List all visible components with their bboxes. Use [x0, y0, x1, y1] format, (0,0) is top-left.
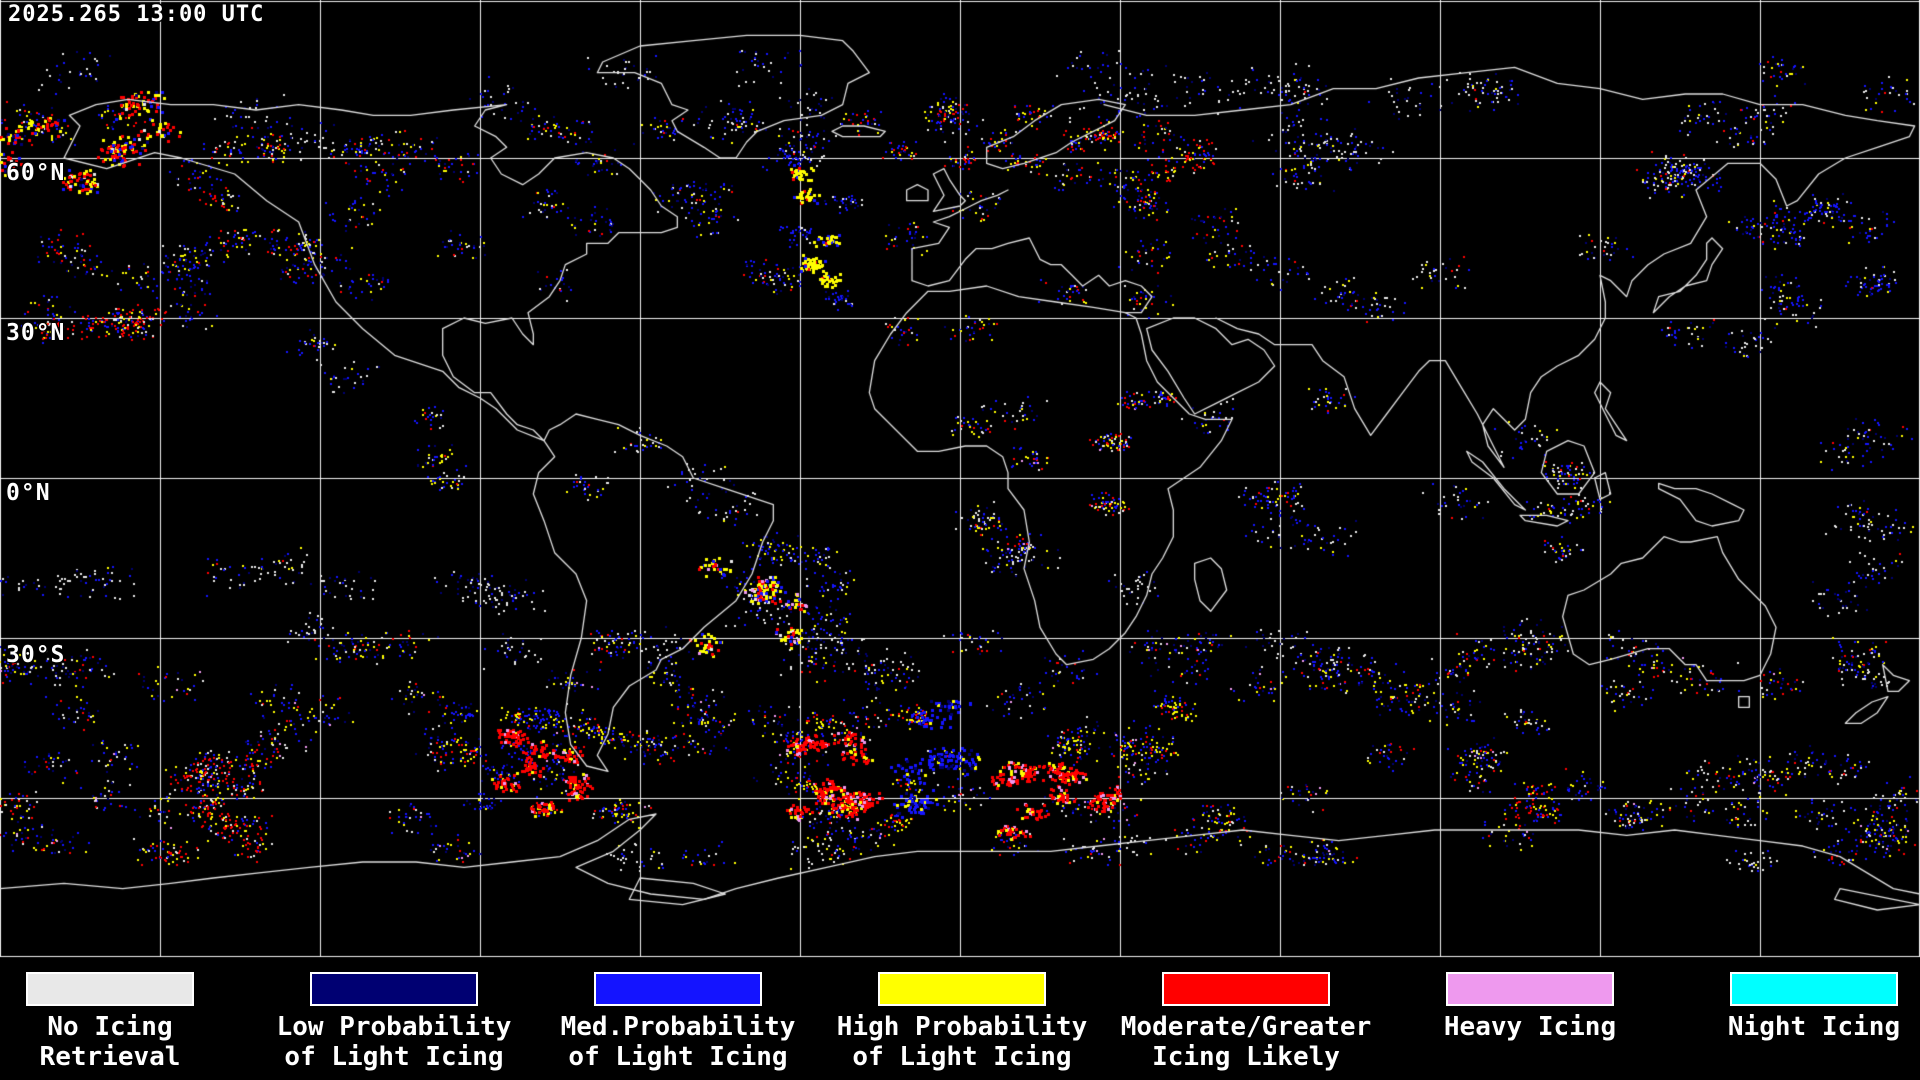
legend-label: Heavy Icing: [1443, 1012, 1617, 1042]
legend-swatch-high-probability: [878, 972, 1046, 1006]
legend-item-no-icing: No Icing Retrieval: [0, 972, 260, 1072]
legend-bar: No Icing Retrieval Low Probability of Li…: [0, 958, 1920, 1080]
legend-item-med-probability: Med.Probability of Light Icing: [528, 972, 828, 1072]
legend-swatch-moderate-greater: [1162, 972, 1330, 1006]
legend-label: Icing Likely: [1152, 1042, 1340, 1072]
legend-label: of Light Icing: [568, 1042, 788, 1072]
legend-label: of Light Icing: [852, 1042, 1072, 1072]
legend-swatch-night-icing: [1730, 972, 1898, 1006]
timestamp: 2025.265 13:00 UTC: [8, 2, 265, 27]
legend-label: of Light Icing: [284, 1042, 504, 1072]
legend-swatch-no-icing: [26, 972, 194, 1006]
global-icing-map: [0, 0, 1920, 958]
legend-item-night-icing: Night Icing: [1664, 972, 1920, 1072]
legend-swatch-med-probability: [594, 972, 762, 1006]
legend-item-low-probability: Low Probability of Light Icing: [244, 972, 544, 1072]
legend-swatch-low-probability: [310, 972, 478, 1006]
legend-item-heavy-icing: Heavy Icing: [1380, 972, 1680, 1072]
lat-label-60n: 60°N: [6, 160, 66, 186]
lat-label-30n: 30°N: [6, 320, 66, 346]
legend-item-moderate-greater: Moderate/Greater Icing Likely: [1096, 972, 1396, 1072]
legend-label: Med.Probability: [560, 1012, 796, 1042]
legend-label: [1664, 1042, 1920, 1072]
legend-swatch-heavy-icing: [1446, 972, 1614, 1006]
legend-label: Retrieval: [39, 1042, 181, 1072]
legend-label: [1380, 1042, 1680, 1072]
lat-label-0n: 0°N: [6, 480, 51, 506]
legend-label: High Probability: [836, 1012, 1088, 1042]
legend-label: No Icing: [47, 1012, 173, 1042]
lat-label-30s: 30°S: [6, 642, 66, 668]
legend-item-high-probability: High Probability of Light Icing: [812, 972, 1112, 1072]
legend-label: Night Icing: [1727, 1012, 1901, 1042]
legend-label: Moderate/Greater: [1120, 1012, 1372, 1042]
legend-label: Low Probability: [276, 1012, 512, 1042]
